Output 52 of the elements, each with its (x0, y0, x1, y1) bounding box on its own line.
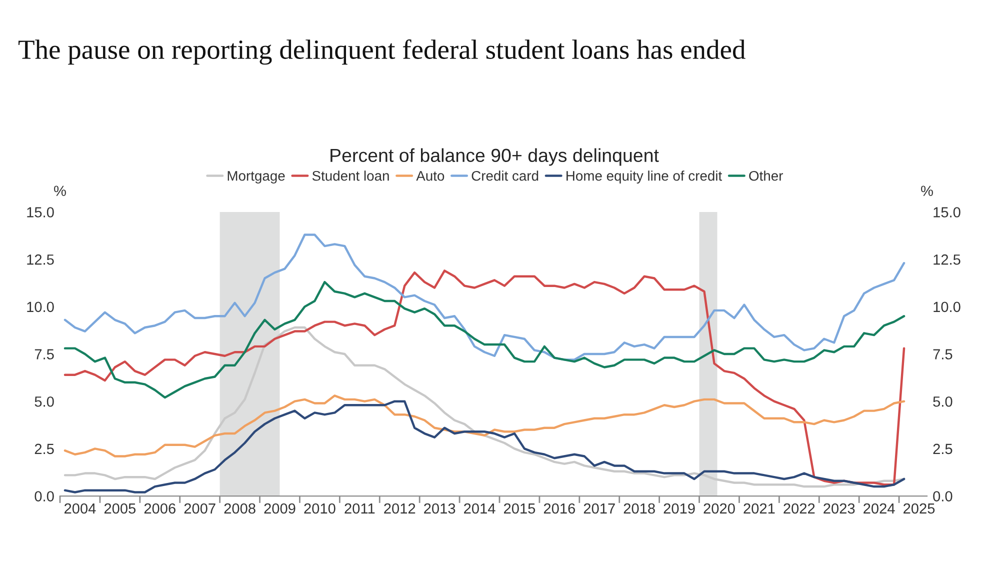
y2-tick-label: 12.5 (934, 254, 960, 265)
chart-subtitle: Percent of balance 90+ days delinquent (330, 148, 659, 166)
y-tick-label: 12.5 (27, 254, 54, 265)
x-tick-label: 2025 (904, 503, 935, 514)
x-tick-label: 2016 (544, 503, 576, 514)
y-tick-label: 7.5 (34, 349, 54, 360)
x-tick-label: 2012 (384, 503, 416, 514)
x-tick-label: 2010 (304, 503, 336, 514)
x-tick-label: 2021 (744, 503, 775, 514)
y2-tick-label: 7.5 (933, 349, 952, 360)
line-series (64, 234, 906, 361)
line-series (64, 394, 906, 458)
x-tick-label: 2017 (584, 503, 615, 514)
legend-label: Auto (416, 171, 444, 181)
line-series (64, 270, 906, 486)
x-tick-label: 2020 (704, 503, 735, 514)
legend-label: Student loan (312, 170, 389, 181)
x-tick-label: 2015 (504, 503, 536, 514)
y-tick-label: 2.5 (34, 444, 54, 454)
y2-tick-label: 15.0 (934, 207, 960, 218)
y2-tick-label: 2.5 (933, 444, 952, 454)
y-axis-title: % (54, 186, 66, 196)
y2-tick-label: 0.0 (933, 491, 952, 502)
x-tick-label: 2004 (64, 503, 96, 514)
line-series (64, 400, 906, 494)
line-series (64, 326, 906, 488)
x-tick-label: 2011 (344, 503, 375, 514)
x-tick-label: 2013 (424, 503, 456, 514)
line-series (64, 280, 906, 399)
legend-label: Other (749, 170, 783, 181)
x-tick-label: 2007 (184, 503, 216, 514)
x-tick-label: 2023 (824, 503, 855, 514)
x-tick-label: 2008 (224, 503, 256, 514)
y-tick-label: 10.0 (27, 302, 54, 312)
chart-title: The pause on reporting delinquent federal student loans has ended (18, 39, 746, 65)
legend-label: Credit card (472, 170, 538, 181)
legend-label: Home equity line of credit (566, 170, 722, 184)
y-tick-label: 15.0 (27, 207, 54, 218)
x-tick-label: 2009 (264, 503, 296, 514)
x-tick-label: 2018 (624, 503, 655, 514)
x-tick-label: 2014 (464, 503, 496, 514)
x-tick-label: 2005 (104, 503, 136, 514)
y2-tick-label: 5.0 (933, 396, 952, 407)
y2-axis-title: % (921, 186, 933, 196)
y-tick-label: 0.0 (34, 491, 54, 502)
x-tick-label: 2006 (144, 503, 176, 514)
y2-tick-label: 10.0 (934, 302, 960, 312)
legend-label: Mortgage (228, 171, 285, 184)
x-tick-label: 2024 (864, 503, 895, 514)
x-tick-label: 2019 (664, 503, 695, 514)
y-tick-label: 5.0 (34, 396, 54, 407)
x-tick-label: 2022 (784, 503, 815, 514)
